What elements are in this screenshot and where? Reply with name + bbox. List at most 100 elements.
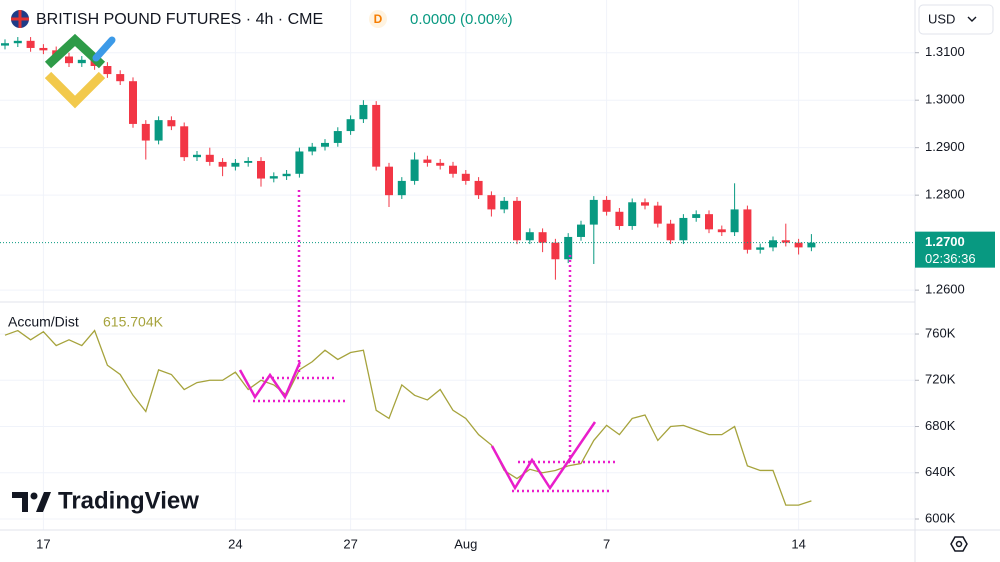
settings-icon[interactable]: [950, 536, 968, 552]
candle-body: [116, 74, 125, 82]
x-tick-label: 14: [791, 536, 805, 551]
x-tick-label: 7: [603, 536, 610, 551]
candle-body: [628, 202, 637, 227]
y-tick-label: 1.2900: [925, 139, 965, 154]
countdown: 02:36:36: [925, 251, 976, 266]
candle-body: [730, 209, 739, 233]
candle-body: [705, 214, 713, 230]
price-tag: [915, 231, 995, 268]
symbol-title: BRITISH POUND FUTURES · 4h · CME: [36, 11, 323, 28]
candle-body: [794, 242, 803, 248]
indicator-title: Accum/Dist: [8, 314, 79, 330]
candle-body: [538, 232, 547, 243]
candle-body: [500, 200, 509, 210]
zigzag: [490, 421, 597, 491]
candle-body: [397, 180, 406, 196]
logo-arrow: [92, 36, 116, 62]
candle-body: [359, 104, 368, 120]
candle-body: [346, 119, 355, 132]
watermark: TradingView: [58, 487, 199, 514]
grid: [0, 0, 915, 530]
currency[interactable]: USD: [928, 11, 955, 26]
candle-body: [372, 104, 381, 167]
y-tick-label: 1.3000: [925, 92, 965, 107]
candle-body: [218, 161, 227, 167]
dropdown-icon[interactable]: [967, 16, 977, 22]
settings-hex[interactable]: [950, 536, 968, 552]
y-tick-label: 1.2800: [925, 187, 965, 202]
candle-body: [333, 131, 342, 143]
badge-bg: [369, 10, 387, 28]
candle-body: [77, 59, 86, 64]
zigzag: [238, 361, 302, 400]
candle-body: [231, 162, 240, 167]
candle-body: [756, 247, 765, 250]
candle-body: [167, 120, 176, 127]
candle-body: [141, 123, 150, 141]
x-tick-label: 27: [343, 536, 357, 551]
currency-button[interactable]: [918, 4, 994, 35]
settings-dot[interactable]: [955, 540, 963, 548]
candle-body: [26, 40, 35, 48]
candle-body: [103, 66, 112, 75]
watermark-icon: [12, 492, 28, 512]
candle-body: [461, 173, 470, 181]
y-tick-label: 760K: [925, 325, 956, 340]
candle-body: [653, 205, 662, 224]
candle-body: [615, 211, 624, 227]
candle-body: [551, 242, 560, 260]
flag-cross: [11, 10, 29, 28]
logo-chevron: [44, 71, 106, 109]
candle-body: [449, 165, 457, 174]
change-label: 0.0000 (0.00%): [410, 11, 513, 28]
watermark-logo: [12, 492, 51, 512]
candle-body: [577, 224, 585, 237]
indicator-value: 615.704K: [103, 314, 164, 330]
candle-body: [525, 232, 534, 241]
candle-body: [436, 162, 445, 166]
y-tick-label: 640K: [925, 464, 956, 479]
candle-body: [589, 199, 598, 225]
candle-body: [269, 176, 278, 179]
candle-body: [385, 166, 393, 196]
badge: D: [374, 12, 383, 26]
candle-body: [743, 209, 752, 250]
candle-body: [423, 159, 432, 163]
candle-body: [321, 142, 329, 147]
candle-body: [13, 40, 22, 44]
candle-body: [410, 159, 419, 181]
candle-body: [205, 154, 214, 162]
y-tick-label: 1.3100: [925, 44, 965, 59]
candle-body: [1, 43, 9, 46]
candle-body: [769, 240, 777, 248]
candle-body: [679, 217, 688, 241]
candle-body: [564, 236, 573, 260]
candle-body: [807, 242, 816, 248]
y-tick-label: 680K: [925, 418, 956, 433]
y-tick-label: 600K: [925, 510, 956, 525]
candle-body: [474, 180, 483, 196]
candle-body: [308, 146, 317, 152]
x-tick-label: 17: [36, 536, 50, 551]
watermark-icon: [36, 492, 51, 512]
x-tick-label: 24: [228, 536, 242, 551]
candle-body: [180, 126, 189, 158]
candle-body: [39, 47, 48, 51]
y-tick-label: 1.2600: [925, 282, 965, 297]
watermark-icon: [30, 492, 38, 500]
candle-body: [193, 154, 201, 158]
indicator-line: [4, 329, 812, 506]
candle-body: [244, 160, 253, 163]
candle-body: [295, 151, 304, 174]
y-tick-label: 720K: [925, 372, 956, 387]
candle-body: [154, 120, 163, 141]
drawings: [238, 190, 615, 493]
candle-body: [257, 160, 265, 179]
candle-body: [65, 56, 73, 64]
x-tick-label: Aug: [454, 536, 477, 551]
candle-body: [692, 214, 701, 218]
marks: [0, 37, 915, 506]
candle-body: [129, 81, 137, 124]
